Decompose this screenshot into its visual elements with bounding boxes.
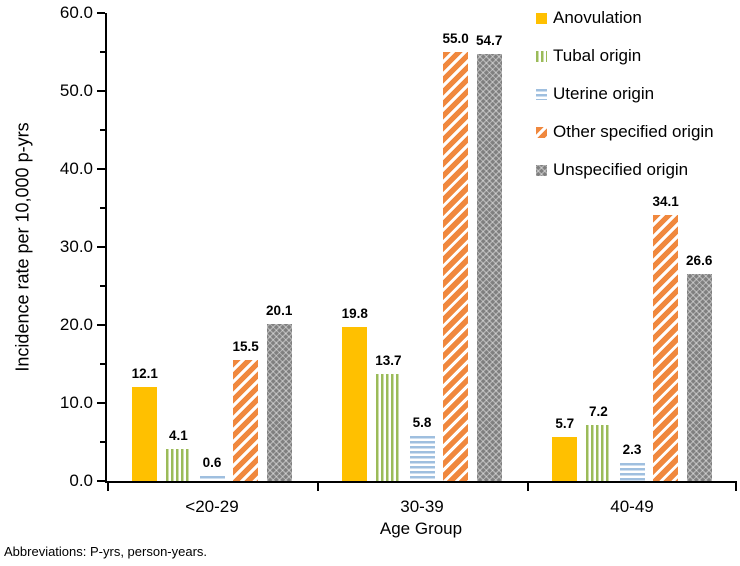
legend-label: Uterine origin [553,84,655,103]
legend-label: Other specified origin [553,122,714,141]
bar-value-label: 0.6 [202,455,222,471]
bar-anovulation [132,386,158,481]
bar-unspecified-origin [266,324,292,481]
y-axis-tick-label: 0.0 [69,471,93,490]
y-axis-major-tick [97,12,105,14]
bar-value-label: 19.8 [341,305,368,321]
x-axis-category-label: 40-49 [610,497,654,516]
x-axis-tick [735,483,737,491]
legend-swatch-anovulation-icon [536,12,547,24]
x-axis-title: Age Group [379,519,463,538]
y-axis-minor-tick [100,363,105,365]
y-axis-major-tick [97,402,105,404]
bar-uterine-origin [409,435,435,481]
y-axis-minor-tick [100,207,105,209]
y-axis-major-tick [97,246,105,248]
bar-value-label: 12.1 [131,365,158,381]
x-axis-tick [527,483,529,491]
y-axis-tick-label: 20.0 [59,315,93,334]
y-axis-major-tick [97,324,105,326]
plot-area: 0.0 10.0 20.0 30.0 40.0 50.0 60.0 <20-29 30-39 40… [60,4,737,516]
bar-anovulation [342,326,368,481]
bar-other-specified-origin [233,360,259,481]
bar-value-label: 13.7 [375,353,402,369]
bar-other-specified-origin [653,215,679,481]
legend-label: Unspecified origin [553,160,689,179]
y-axis-tick-label: 10.0 [59,393,93,412]
bar-unspecified-origin [476,54,502,481]
x-axis-tick [107,483,109,491]
bar-tubal-origin [585,424,611,481]
y-axis-tick-label: 60.0 [59,3,93,22]
legend-swatch-tubal-origin-icon [536,50,547,62]
bar-value-label: 5.8 [412,414,432,430]
x-axis-category-label: <20-29 [185,497,239,516]
legend-swatch-other-specified-origin-icon [536,126,547,138]
bar-value-label: 4.1 [169,428,188,444]
y-axis-tick-label: 30.0 [59,237,93,256]
y-axis-minor-tick [100,129,105,131]
y-axis-major-tick [97,480,105,482]
legend-item-anovulation: Anovulation [536,7,714,29]
legend-label: Tubal origin [553,46,642,65]
bar-value-label: 55.0 [442,31,469,46]
bar-uterine-origin [619,463,645,481]
x-axis-category-label: 30-39 [400,497,444,516]
bar-value-label: 54.7 [476,33,503,49]
legend-swatch-unspecified-origin-icon [536,164,547,176]
legend: Anovulation Tubal origin Uterine origin Oth… [536,7,714,181]
bar-anovulation [552,436,578,481]
bar-value-label: 34.1 [652,194,679,210]
y-axis-minor-tick [100,51,105,53]
x-axis-tick [317,483,319,491]
legend-item-unspecified-origin: Unspecified origin [536,159,714,181]
bar-value-label: 26.6 [686,252,713,268]
footnote: Abbreviations: P-yrs, person-years. [4,544,208,559]
legend-item-other-specified-origin: Other specified origin [536,121,714,143]
bar-value-label: 7.2 [589,403,608,419]
bar-value-label: 15.5 [232,339,259,355]
bar-tubal-origin [165,449,191,481]
bar-value-label: 5.7 [555,415,575,431]
bar-other-specified-origin [443,52,469,481]
y-axis-minor-tick [100,441,105,443]
bar-tubal-origin [375,374,401,481]
legend-item-tubal-origin: Tubal origin [536,45,714,67]
y-axis-tick-label: 50.0 [59,81,93,100]
y-axis-minor-tick [100,285,105,287]
bar-uterine-origin [199,476,225,481]
y-axis-title: Incidence rate per 10,000 p-yrs [12,122,33,372]
bar-value-label: 20.1 [266,303,293,319]
y-axis-tick-label: 40.0 [59,159,93,178]
y-axis-major-tick [97,168,105,170]
bar-value-label: 2.3 [622,442,642,458]
legend-item-uterine-origin: Uterine origin [536,83,714,105]
bar-unspecified-origin [686,273,712,481]
legend-swatch-uterine-origin-icon [536,88,547,100]
legend-label: Anovulation [553,8,642,27]
y-axis-major-tick [97,90,105,92]
